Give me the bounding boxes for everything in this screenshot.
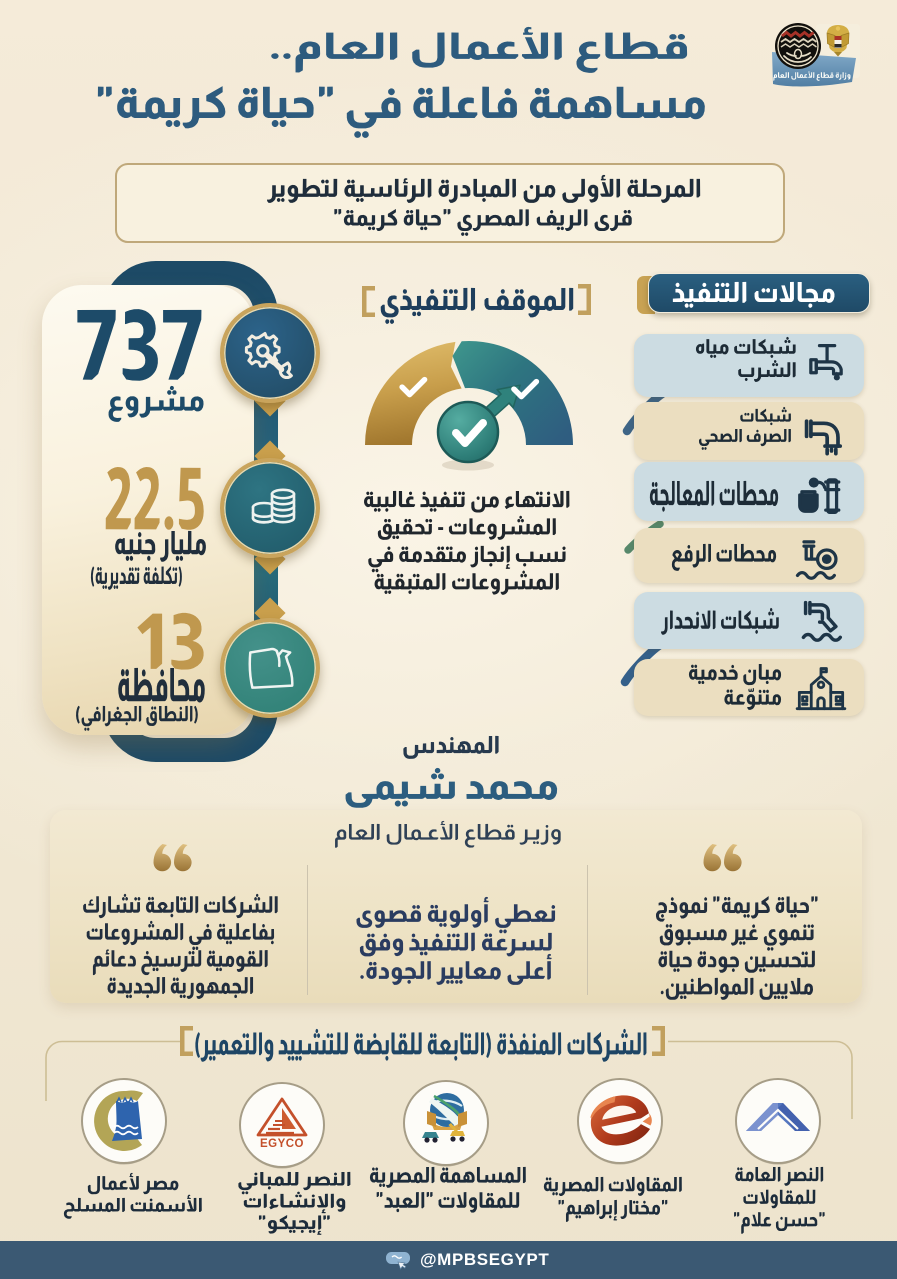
svg-text:EGYCO: EGYCO [260,1138,304,1150]
